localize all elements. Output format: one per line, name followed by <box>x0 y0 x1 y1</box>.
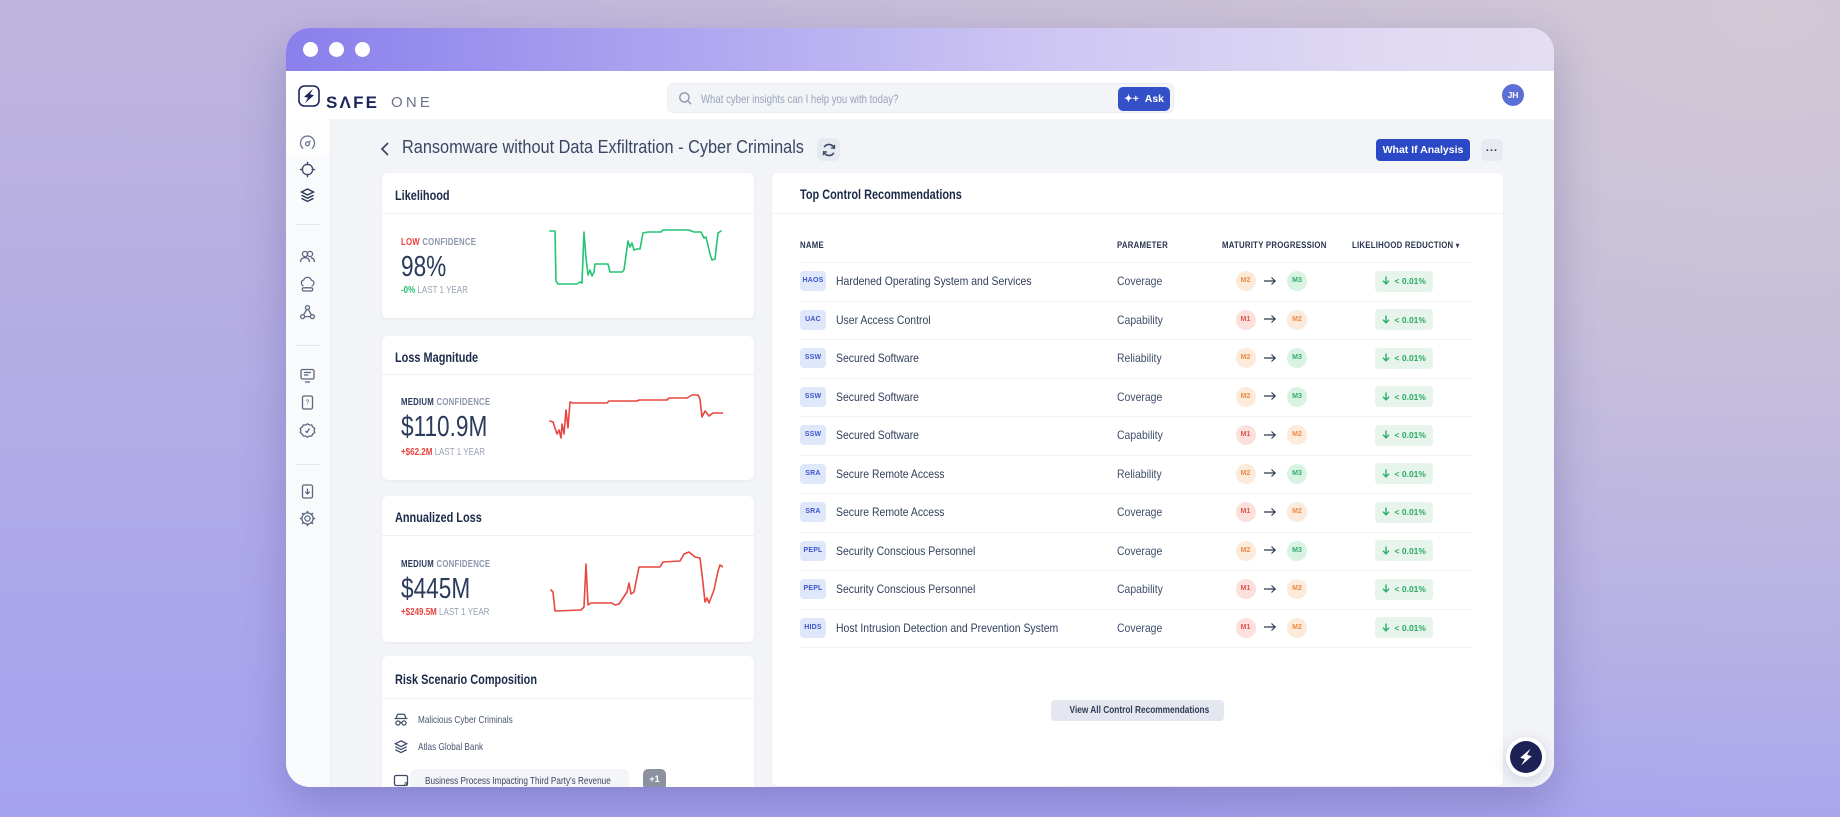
svg-text:?: ? <box>306 399 310 406</box>
svg-text:a: a <box>404 782 408 787</box>
